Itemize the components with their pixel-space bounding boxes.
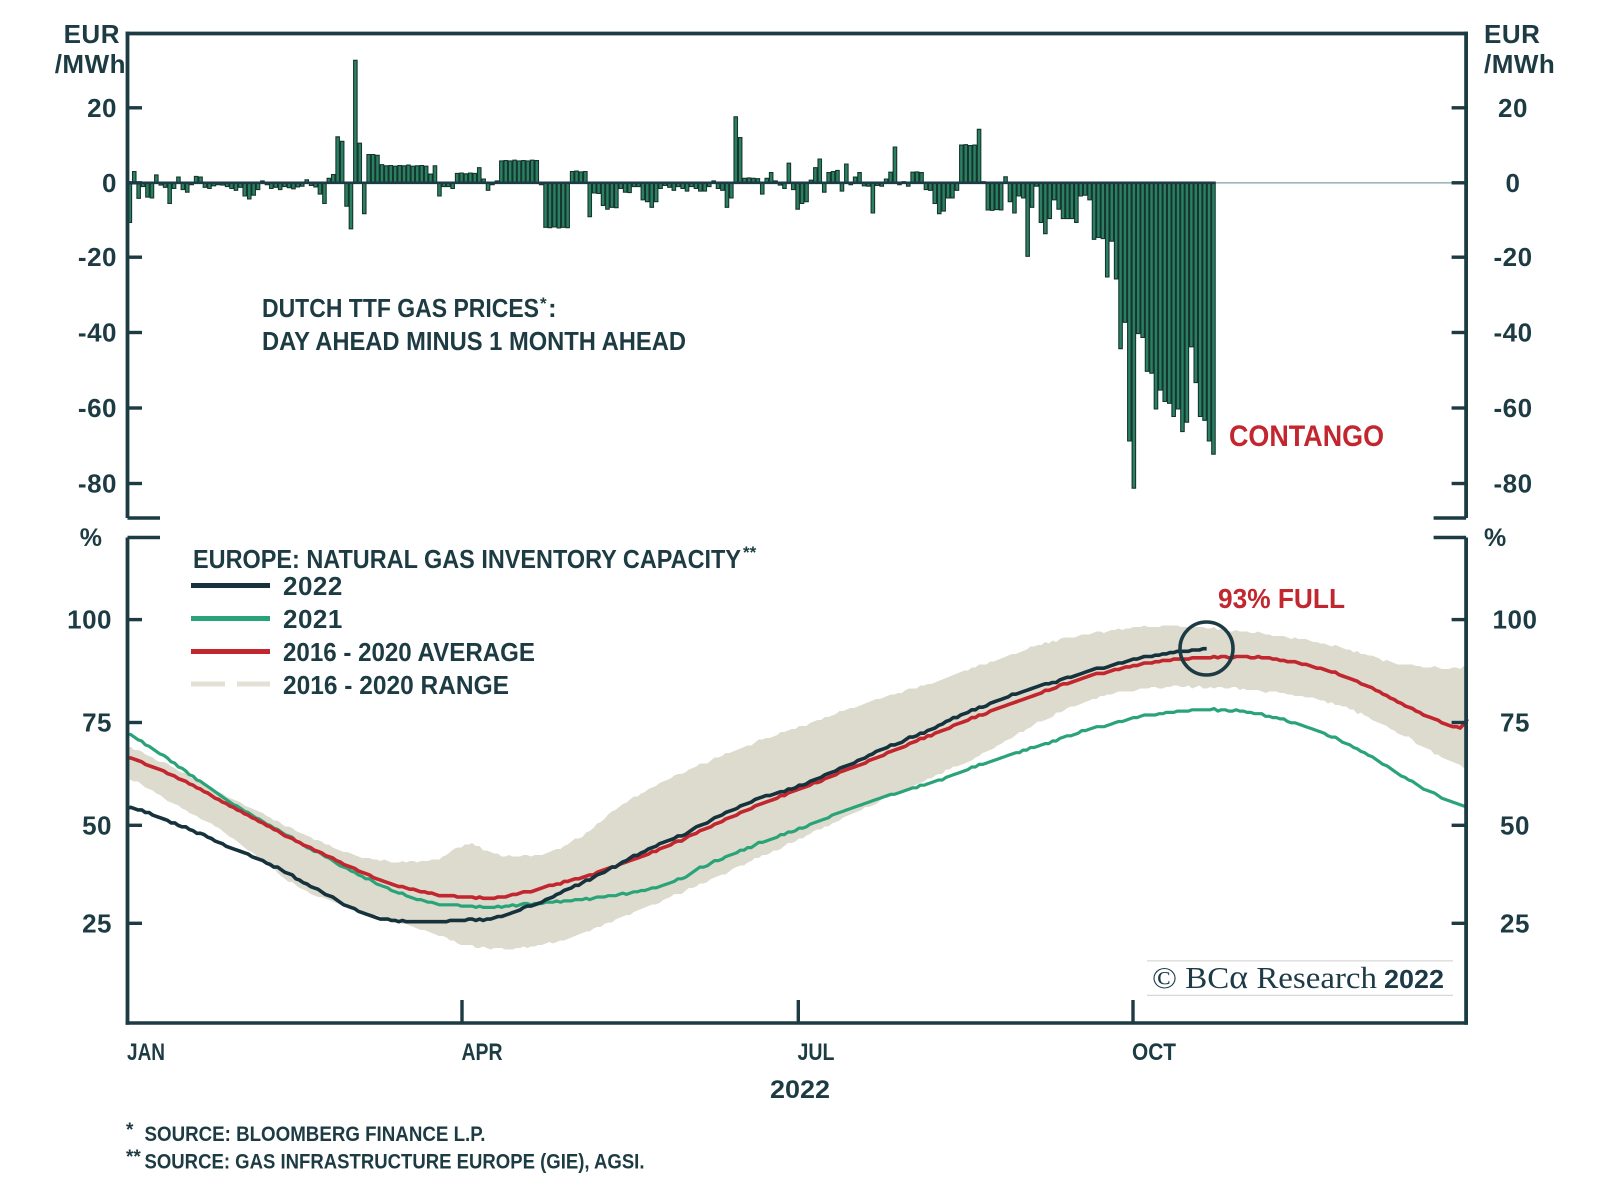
svg-text:2022: 2022 — [283, 571, 343, 601]
svg-text::: : — [548, 293, 557, 323]
svg-text:© BCα Research: © BC α Research — [1152, 959, 1378, 996]
svg-text:-40: -40 — [78, 318, 117, 348]
svg-text:**: ** — [126, 1147, 141, 1168]
svg-text:0: 0 — [102, 168, 117, 198]
svg-text:*: * — [126, 1120, 134, 1141]
svg-text:-80: -80 — [78, 469, 117, 499]
svg-text:100: 100 — [1493, 605, 1538, 635]
svg-text:**: ** — [743, 543, 757, 562]
svg-text:2022: 2022 — [770, 1076, 830, 1104]
svg-text:2016 - 2020 RANGE: 2016 - 2020 RANGE — [283, 670, 509, 700]
svg-text:APR: APR — [462, 1039, 503, 1066]
svg-text:20: 20 — [87, 93, 117, 123]
svg-text:50: 50 — [1500, 810, 1530, 840]
svg-text:75: 75 — [1500, 708, 1530, 738]
svg-text:/MWh: /MWh — [55, 49, 126, 79]
svg-text:100: 100 — [67, 605, 112, 635]
svg-text:-60: -60 — [1493, 393, 1532, 423]
svg-text:25: 25 — [1500, 908, 1530, 938]
svg-text:DAY AHEAD MINUS 1 MONTH AHEAD: DAY AHEAD MINUS 1 MONTH AHEAD — [262, 326, 686, 356]
svg-text:-20: -20 — [1493, 242, 1532, 272]
svg-text:25: 25 — [82, 908, 112, 938]
svg-text:%: % — [1484, 524, 1506, 552]
svg-text:/MWh: /MWh — [1484, 49, 1555, 79]
svg-text:SOURCE: BLOOMBERG FINANCE L.P.: SOURCE: BLOOMBERG FINANCE L.P. — [145, 1123, 486, 1146]
svg-text:EUROPE: NATURAL GAS INVENTORY: EUROPE: NATURAL GAS INVENTORY CAPACITY — [193, 544, 741, 574]
svg-text:20: 20 — [1498, 93, 1528, 123]
svg-text:%: % — [80, 524, 102, 552]
svg-text:JUL: JUL — [798, 1039, 835, 1066]
svg-text:EUR: EUR — [1484, 19, 1540, 49]
svg-text:JAN: JAN — [127, 1039, 165, 1066]
svg-text:50: 50 — [82, 810, 112, 840]
svg-text:OCT: OCT — [1132, 1039, 1176, 1066]
svg-text:2016 - 2020 AVERAGE: 2016 - 2020 AVERAGE — [283, 637, 535, 667]
svg-text:SOURCE: GAS INFRASTRUCTURE EUR: SOURCE: GAS INFRASTRUCTURE EUROPE (GIE),… — [145, 1151, 645, 1174]
svg-text:EUR: EUR — [64, 19, 120, 49]
svg-text:DUTCH TTF GAS PRICES: DUTCH TTF GAS PRICES — [262, 293, 539, 323]
svg-text:75: 75 — [82, 708, 112, 738]
svg-text:-80: -80 — [1493, 469, 1532, 499]
svg-text:-20: -20 — [78, 242, 117, 272]
svg-text:-40: -40 — [1493, 318, 1532, 348]
svg-text:2021: 2021 — [283, 604, 343, 634]
svg-text:93% FULL: 93% FULL — [1218, 583, 1345, 614]
svg-text:-60: -60 — [78, 393, 117, 423]
svg-text:CONTANGO: CONTANGO — [1229, 420, 1384, 453]
svg-text:2022: 2022 — [1384, 964, 1444, 994]
svg-text:0: 0 — [1506, 168, 1521, 198]
svg-text:*: * — [540, 294, 547, 313]
